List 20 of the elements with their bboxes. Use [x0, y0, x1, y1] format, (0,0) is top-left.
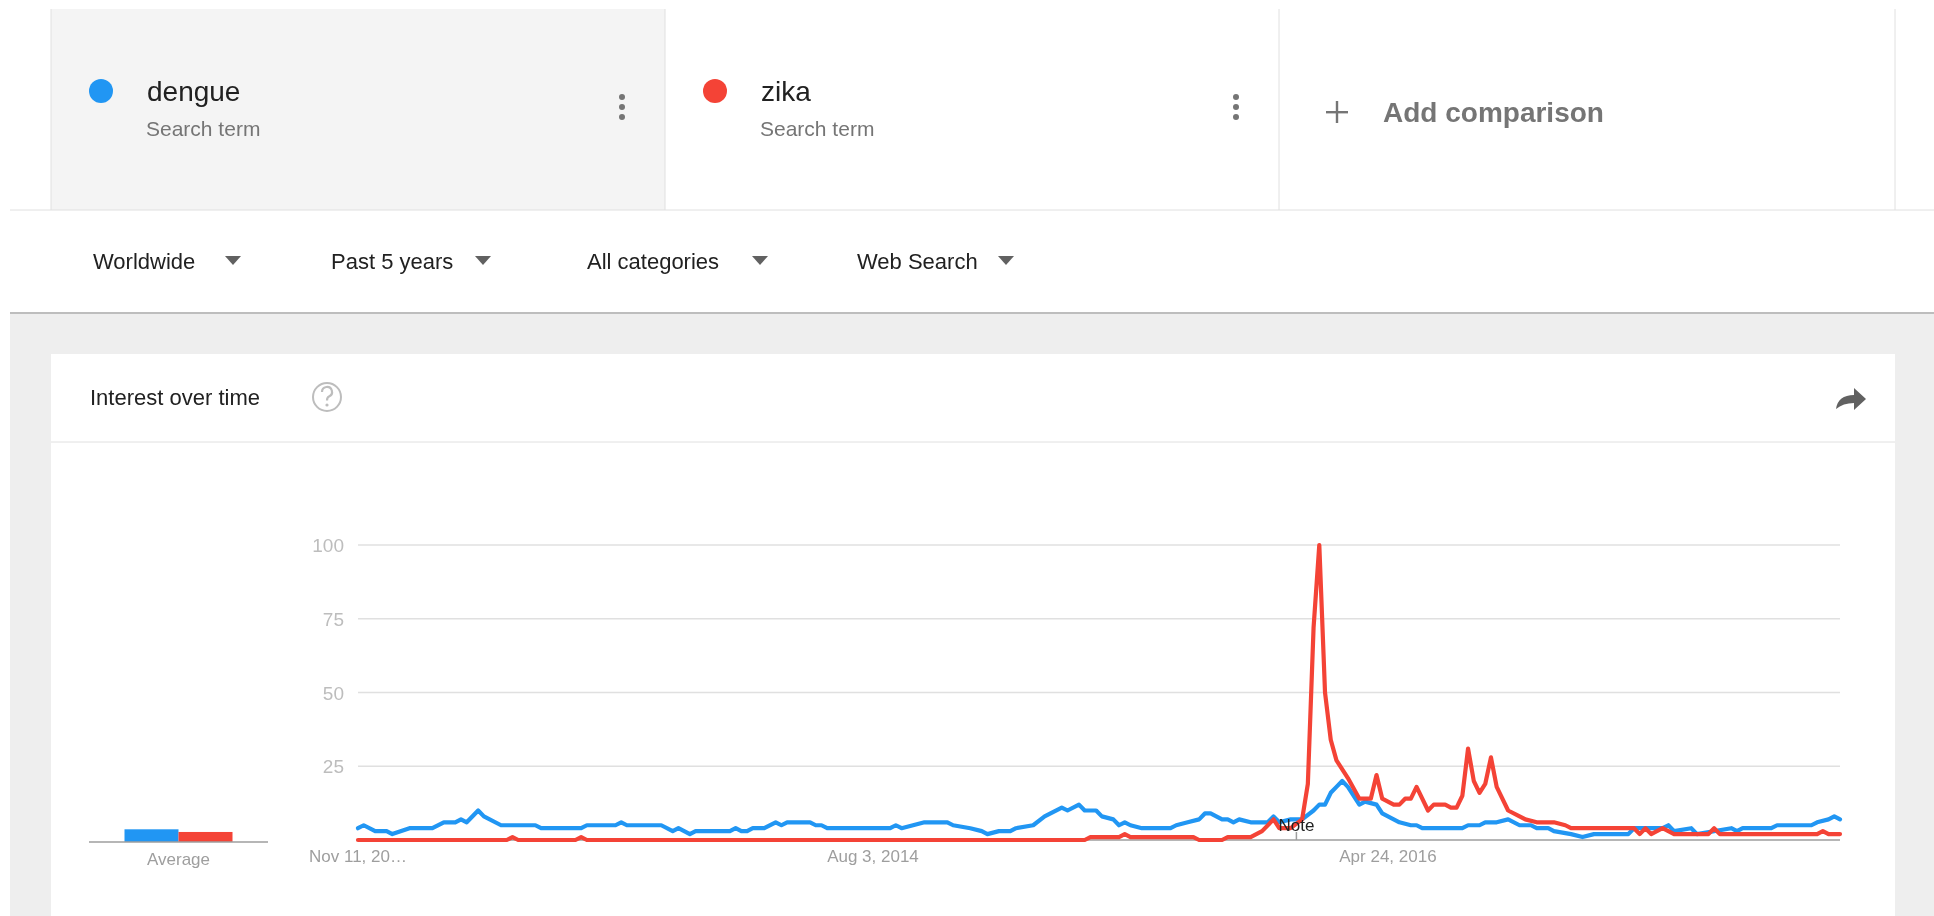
text: Worldwide	[93, 249, 196, 274]
y-tick-label: 50	[322, 682, 344, 704]
text: All categories	[587, 249, 720, 274]
text: Search term	[760, 117, 875, 140]
legend-label: zika	[761, 76, 812, 107]
text: Search term	[146, 117, 261, 140]
x-tick-label: Apr 24, 2016	[1339, 847, 1437, 866]
y-tick-label: 100	[312, 535, 344, 556]
text: Add comparison	[1383, 97, 1604, 128]
x-tick-label: Nov 11, 20…	[309, 847, 407, 866]
x-tick-label: Average	[146, 850, 211, 869]
x-tick-label: Aug 3, 2014	[827, 847, 919, 866]
text: Past 5 years	[331, 249, 454, 274]
y-tick-label: 75	[322, 608, 344, 630]
line-series	[355, 778, 1843, 840]
text: Interest over time	[90, 385, 260, 410]
line-series	[355, 542, 1843, 843]
y-tick-label: 25	[322, 756, 344, 778]
legend-label: dengue	[147, 76, 241, 107]
text: Web Search	[857, 249, 978, 274]
